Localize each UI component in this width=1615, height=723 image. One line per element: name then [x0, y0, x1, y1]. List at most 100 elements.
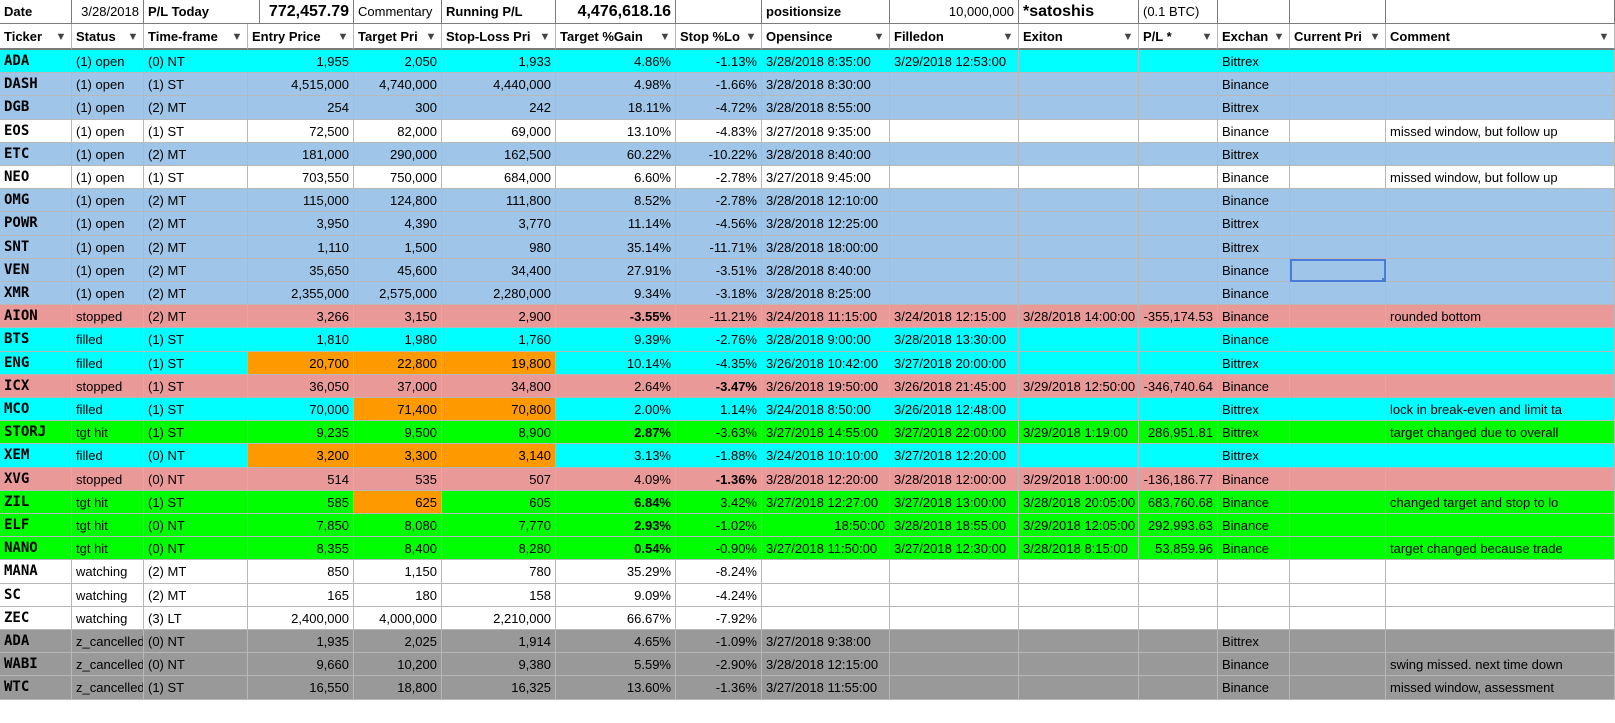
cell-filled-on[interactable] — [890, 96, 1019, 120]
cell-stop-loss-pct[interactable]: -1.02% — [676, 514, 762, 538]
cell-exchange[interactable] — [1218, 560, 1290, 584]
cell-filled-on[interactable] — [890, 166, 1019, 190]
cell-exit-on[interactable] — [1019, 119, 1139, 143]
cell-stop-loss-pct[interactable]: -1.13% — [676, 50, 762, 74]
cell-exit-on[interactable] — [1019, 630, 1139, 654]
blank-cell[interactable] — [1218, 0, 1290, 24]
header-filled-on[interactable]: Filledon ▼ — [890, 24, 1019, 50]
cell-stop-loss-pct[interactable]: -4.35% — [676, 351, 762, 375]
cell-current-price[interactable] — [1290, 235, 1386, 259]
cell-comment[interactable]: missed window, assessment — [1386, 676, 1615, 700]
cell-pl[interactable] — [1139, 606, 1218, 630]
cell-exit-on[interactable]: 3/29/2018 12:05:00 — [1019, 514, 1139, 538]
cell-filled-on[interactable]: 3/27/2018 22:00:00 — [890, 421, 1019, 445]
cell-exit-on[interactable] — [1019, 189, 1139, 213]
cell-target-price[interactable]: 9,500 — [354, 421, 442, 445]
cell-target-gain[interactable]: -3.55% — [556, 305, 676, 329]
cell-comment[interactable] — [1386, 50, 1615, 74]
cell-exit-on[interactable] — [1019, 50, 1139, 74]
cell-entry-price[interactable]: 70,000 — [248, 398, 354, 422]
cell-current-price[interactable] — [1290, 282, 1386, 306]
cell-timeframe[interactable]: (1) ST — [144, 374, 248, 398]
cell-filled-on[interactable] — [890, 653, 1019, 677]
cell-open-since[interactable]: 3/28/2018 8:30:00 — [762, 73, 890, 97]
cell-open-since[interactable]: 3/28/2018 12:20:00 — [762, 467, 890, 491]
cell-exchange[interactable]: Bittrex — [1218, 630, 1290, 654]
cell-status[interactable]: filled — [72, 351, 144, 375]
cell-entry-price[interactable]: 1,110 — [248, 235, 354, 259]
cell-target-price[interactable]: 1,150 — [354, 560, 442, 584]
cell-open-since[interactable] — [762, 583, 890, 607]
cell-exit-on[interactable] — [1019, 142, 1139, 166]
cell-comment[interactable] — [1386, 560, 1615, 584]
cell-exit-on[interactable] — [1019, 282, 1139, 306]
cell-ticker[interactable]: XMR — [0, 282, 72, 306]
header-timeframe[interactable]: Time-frame ▼ — [144, 24, 248, 50]
cell-target-price[interactable]: 8,080 — [354, 514, 442, 538]
cell-current-price[interactable] — [1290, 398, 1386, 422]
cell-open-since[interactable]: 3/27/2018 14:55:00 — [762, 421, 890, 445]
cell-exit-on[interactable] — [1019, 398, 1139, 422]
cell-stop-loss-price[interactable]: 780 — [442, 560, 556, 584]
cell-entry-price[interactable]: 3,266 — [248, 305, 354, 329]
cell-stop-loss-price[interactable]: 2,210,000 — [442, 606, 556, 630]
cell-ticker[interactable]: VEN — [0, 258, 72, 282]
cell-status[interactable]: stopped — [72, 305, 144, 329]
cell-comment[interactable]: missed window, but follow up — [1386, 166, 1615, 190]
cell-ticker[interactable]: MANA — [0, 560, 72, 584]
cell-ticker[interactable]: ADA — [0, 50, 72, 74]
cell-pl[interactable]: -346,740.64 — [1139, 374, 1218, 398]
cell-timeframe[interactable]: (2) MT — [144, 142, 248, 166]
cell-current-price[interactable] — [1290, 328, 1386, 352]
cell-status[interactable]: tgt hit — [72, 421, 144, 445]
cell-entry-price[interactable]: 254 — [248, 96, 354, 120]
cell-current-price[interactable] — [1290, 374, 1386, 398]
cell-stop-loss-price[interactable]: 8,900 — [442, 421, 556, 445]
cell-exit-on[interactable] — [1019, 235, 1139, 259]
cell-entry-price[interactable]: 1,935 — [248, 630, 354, 654]
cell-comment[interactable] — [1386, 444, 1615, 468]
cell-exit-on[interactable] — [1019, 583, 1139, 607]
cell-timeframe[interactable]: (2) MT — [144, 258, 248, 282]
cell-timeframe[interactable]: (0) NT — [144, 50, 248, 74]
cell-filled-on[interactable] — [890, 282, 1019, 306]
cell-target-price[interactable]: 2,025 — [354, 630, 442, 654]
cell-pl[interactable] — [1139, 351, 1218, 375]
cell-status[interactable]: (1) open — [72, 235, 144, 259]
cell-status[interactable]: (1) open — [72, 142, 144, 166]
cell-stop-loss-pct[interactable]: -1.09% — [676, 630, 762, 654]
cell-entry-price[interactable]: 3,200 — [248, 444, 354, 468]
cell-exchange[interactable]: Binance — [1218, 73, 1290, 97]
cell-pl[interactable] — [1139, 676, 1218, 700]
cell-pl[interactable] — [1139, 119, 1218, 143]
cell-comment[interactable] — [1386, 374, 1615, 398]
cell-timeframe[interactable]: (2) MT — [144, 560, 248, 584]
cell-ticker[interactable]: SNT — [0, 235, 72, 259]
cell-exit-on[interactable] — [1019, 444, 1139, 468]
cell-comment[interactable]: missed window, but follow up — [1386, 119, 1615, 143]
cell-current-price[interactable] — [1290, 560, 1386, 584]
cell-status[interactable]: watching — [72, 606, 144, 630]
filter-icon[interactable]: ▼ — [55, 31, 67, 43]
header-exchange[interactable]: Exchan ▼ — [1218, 24, 1290, 50]
cell-exchange[interactable]: Bittrex — [1218, 96, 1290, 120]
cell-stop-loss-price[interactable]: 8,280 — [442, 537, 556, 561]
cell-entry-price[interactable]: 4,515,000 — [248, 73, 354, 97]
header-stop-loss-pct[interactable]: Stop %Lo ▼ — [676, 24, 762, 50]
cell-stop-loss-price[interactable]: 242 — [442, 96, 556, 120]
header-status[interactable]: Status ▼ — [72, 24, 144, 50]
cell-comment[interactable]: rounded bottom — [1386, 305, 1615, 329]
cell-exchange[interactable]: Binance — [1218, 119, 1290, 143]
cell-ticker[interactable]: ZIL — [0, 490, 72, 514]
cell-timeframe[interactable]: (1) ST — [144, 398, 248, 422]
header-open-since[interactable]: Opensince ▼ — [762, 24, 890, 50]
cell-entry-price[interactable]: 1,810 — [248, 328, 354, 352]
cell-ticker[interactable]: STORJ — [0, 421, 72, 445]
cell-target-gain[interactable]: 2.64% — [556, 374, 676, 398]
cell-exchange[interactable]: Binance — [1218, 490, 1290, 514]
cell-filled-on[interactable] — [890, 630, 1019, 654]
cell-open-since[interactable] — [762, 560, 890, 584]
cell-filled-on[interactable]: 3/26/2018 12:48:00 — [890, 398, 1019, 422]
filter-icon[interactable]: ▼ — [337, 31, 349, 43]
cell-open-since[interactable] — [762, 606, 890, 630]
